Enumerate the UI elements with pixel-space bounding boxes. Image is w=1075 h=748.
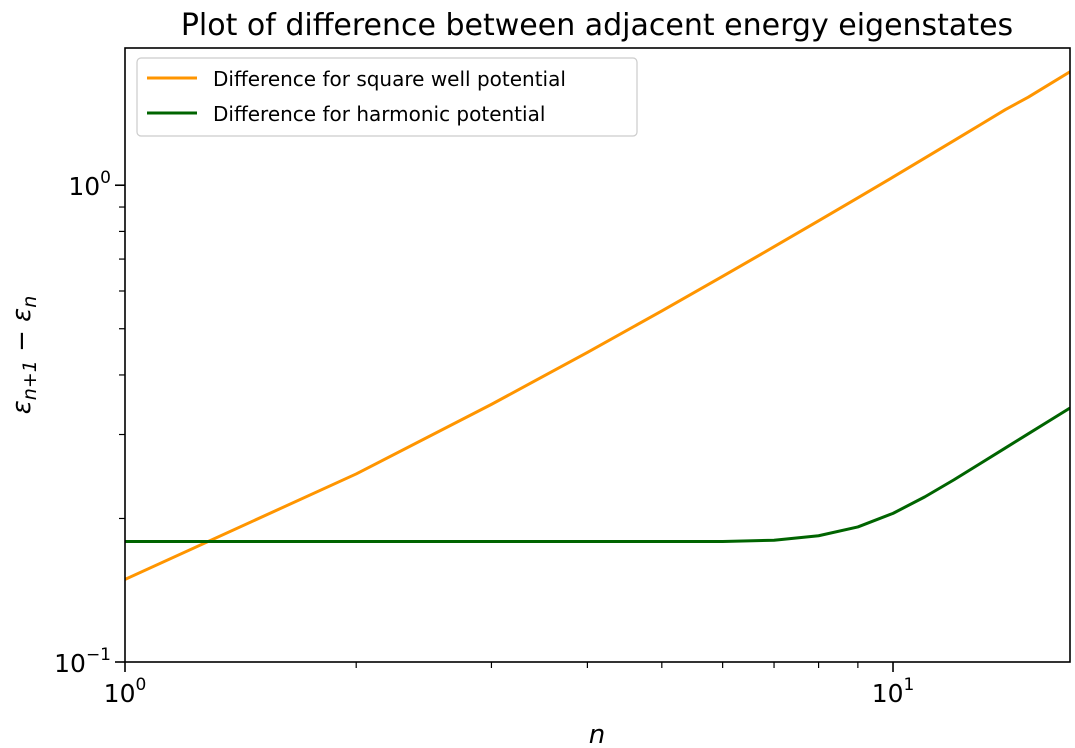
y-axis-label: εn+1 − εn	[7, 296, 41, 415]
y-axis-label-symbol-1: ε	[7, 400, 37, 414]
y-axis-label-minus: −	[7, 322, 37, 360]
x-axis-label: n	[589, 720, 605, 748]
y-tick-label: 100	[68, 168, 111, 201]
y-tick-label-exponent: 0	[100, 168, 111, 188]
series-layer	[125, 70, 1070, 581]
legend: Difference for square well potential Dif…	[136, 57, 638, 137]
y-axis-label-symbol-2: ε	[7, 308, 37, 322]
y-tick-label-base: 10	[54, 649, 86, 678]
y-tick-label-exponent: −1	[86, 645, 111, 665]
x-tick-label-base: 10	[104, 679, 136, 708]
series-line-2	[125, 406, 1070, 543]
y-tick-label-base: 10	[68, 172, 100, 201]
y-tick-label: 10−1	[54, 645, 111, 678]
x-tick-label-exponent: 0	[135, 675, 146, 695]
plot-frame	[124, 47, 1071, 663]
x-tick-label-base: 10	[872, 679, 904, 708]
legend-frame	[136, 57, 638, 137]
y-axis-label-subscript-2: n	[19, 296, 41, 308]
x-tick-label-exponent: 1	[904, 675, 915, 695]
legend-label-2: Difference for harmonic potential	[213, 102, 545, 126]
legend-label-1: Difference for square well potential	[213, 67, 566, 91]
x-tick-label: 101	[872, 675, 915, 708]
chart-title: Plot of difference between adjacent ener…	[181, 8, 1013, 43]
x-tick-label: 100	[104, 675, 147, 708]
y-axis-label-subscript-1: n+1	[19, 360, 41, 400]
series-line-1	[125, 70, 1070, 581]
